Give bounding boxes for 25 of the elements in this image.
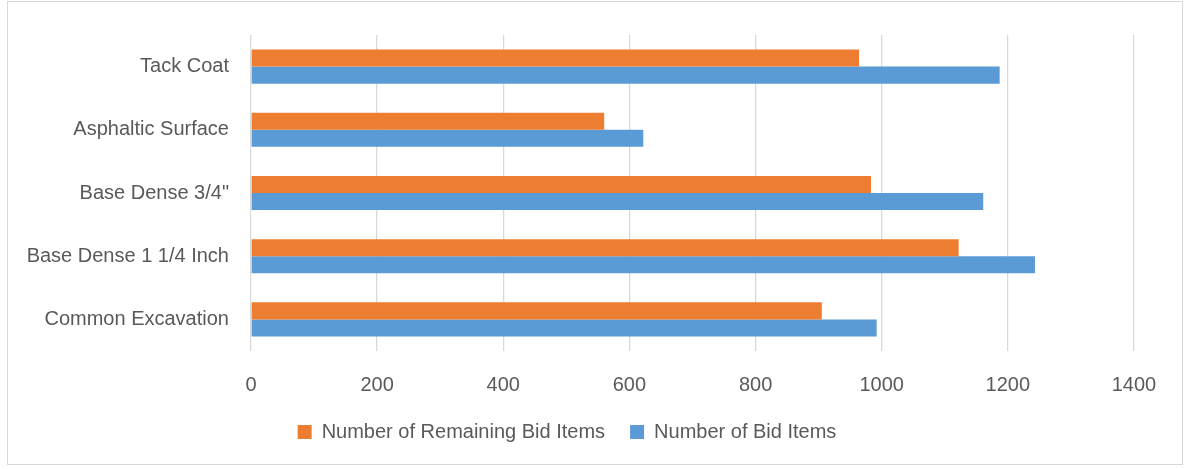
x-tick-label: 600 [612,372,647,395]
x-tick-label: 1200 [985,372,1031,395]
bar [251,302,822,320]
bar [251,256,1035,274]
y-tick-label: Common Excavation [44,306,229,329]
x-tick-label: 0 [245,372,257,395]
bar [251,193,984,211]
bar [251,129,644,147]
x-tick-label: 800 [738,372,773,395]
bar [251,112,605,130]
x-tick-label: 1000 [859,372,904,395]
bar [251,49,860,67]
y-tick-label: Tack Coat [140,54,230,77]
bar [251,66,1000,84]
legend-label: Number of Bid Items [654,419,837,442]
x-tick-label: 1400 [1111,372,1157,395]
y-tick-label: Base Dense 3/4" [79,180,229,203]
x-tick-label: 200 [360,372,394,395]
bar [251,319,877,337]
x-tick-label: 400 [486,372,520,395]
y-tick-label: Base Dense 1 1/4 Inch [26,243,229,266]
bar [251,239,959,257]
bar [251,175,871,193]
y-tick-label: Asphaltic Surface [73,117,229,140]
legend-label: Number of Remaining Bid Items [321,419,606,442]
